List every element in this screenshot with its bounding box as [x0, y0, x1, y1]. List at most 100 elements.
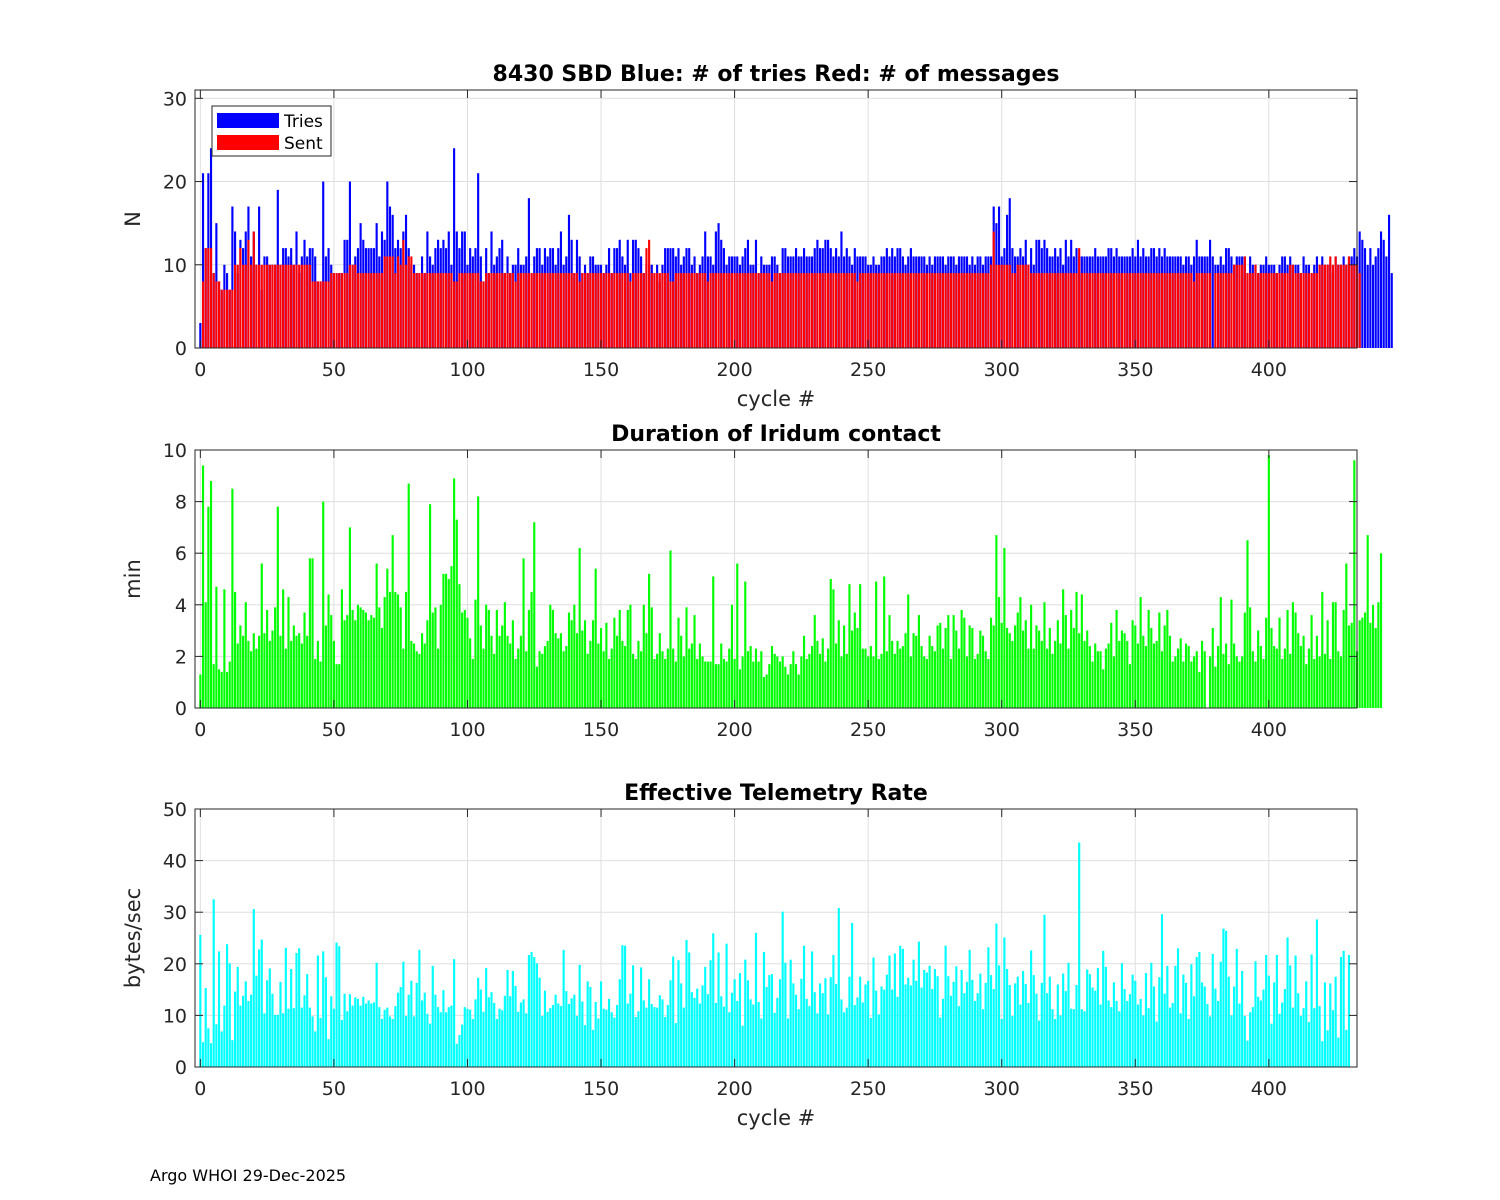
bar-sent	[901, 273, 904, 348]
bar-duration	[717, 664, 720, 708]
bar-rate	[223, 1005, 226, 1067]
bar-rate	[1329, 983, 1332, 1067]
bar-duration	[917, 615, 920, 708]
bar-sent	[672, 281, 675, 348]
bar-duration	[1238, 661, 1241, 708]
bar-rate	[602, 1008, 605, 1067]
bar-sent	[284, 264, 287, 348]
bar-duration	[340, 589, 343, 708]
bar-sent	[725, 273, 728, 348]
bar-sent	[1136, 273, 1140, 348]
bar-rate	[1094, 990, 1097, 1067]
bar-rate	[284, 947, 287, 1067]
bar-rate	[316, 955, 319, 1067]
bar-duration	[1337, 651, 1340, 708]
y-tick-label: 0	[175, 698, 187, 720]
bar-sent	[1273, 273, 1276, 348]
bar-duration	[730, 604, 733, 708]
bar-rate	[530, 951, 533, 1067]
bar-sent	[610, 273, 613, 348]
bar-duration	[541, 653, 544, 708]
bar-rate	[1227, 976, 1230, 1067]
bar-duration	[1091, 661, 1094, 708]
bar-rate	[1152, 986, 1156, 1067]
bar-duration	[693, 615, 696, 708]
bar-rate	[471, 1019, 474, 1067]
bar-rate	[1083, 1011, 1086, 1067]
bar-sent	[380, 273, 384, 348]
bar-sent	[1353, 264, 1356, 348]
bar-sent	[266, 264, 269, 348]
bar-rate	[856, 997, 859, 1067]
bar-duration	[423, 643, 426, 708]
bar-sent	[314, 281, 317, 348]
bar-duration	[1115, 609, 1118, 708]
bar-sent	[1257, 273, 1260, 348]
bar-rate	[1214, 988, 1217, 1067]
bar-duration	[1347, 625, 1351, 708]
bar-sent	[680, 273, 683, 348]
bar-rate	[786, 1018, 790, 1067]
bar-sent	[1035, 273, 1038, 348]
bar-sent	[936, 273, 939, 348]
bar-sent	[909, 273, 912, 348]
bar-duration	[610, 648, 613, 708]
bar-rate	[586, 981, 589, 1067]
bar-duration	[912, 633, 915, 708]
bar-duration	[1331, 602, 1335, 708]
bar-rate	[332, 1008, 335, 1067]
bar-rate	[645, 1007, 648, 1067]
bar-rate	[538, 977, 541, 1067]
bar-duration	[525, 651, 528, 708]
bar-duration	[1016, 612, 1019, 708]
bar-duration	[506, 635, 509, 708]
bar-rate	[607, 998, 611, 1067]
bar-sent	[696, 273, 699, 348]
bar-sent	[340, 273, 343, 348]
bar-sent	[1187, 273, 1190, 348]
bar-duration	[581, 630, 584, 708]
bar-duration	[223, 589, 226, 708]
bar-rate	[632, 965, 635, 1067]
bar-rate	[800, 978, 803, 1067]
bar-sent	[1139, 273, 1142, 348]
bar-rate	[1139, 998, 1142, 1067]
bar-sent	[557, 273, 560, 348]
bar-duration	[1027, 648, 1030, 708]
bar-duration	[1307, 648, 1310, 708]
x-tick-label: 300	[984, 719, 1020, 741]
bar-sent	[300, 264, 303, 348]
bar-rate	[242, 995, 245, 1067]
bar-duration	[605, 622, 608, 708]
bar-duration	[1038, 630, 1041, 708]
bar-duration	[431, 612, 434, 708]
bar-rate	[1067, 962, 1070, 1067]
bar-rate	[263, 1013, 266, 1067]
bar-rate	[690, 992, 693, 1067]
bar-sent	[263, 264, 266, 348]
bar-rate	[819, 983, 822, 1067]
bar-duration	[674, 661, 677, 708]
x-tick-label: 350	[1117, 719, 1153, 741]
bar-rate	[201, 1042, 205, 1067]
bar-rate	[1302, 1008, 1305, 1067]
bar-duration	[701, 656, 704, 708]
bar-sent	[578, 281, 581, 348]
bar-duration	[503, 602, 506, 708]
bar-sent	[637, 273, 640, 348]
bar-duration	[490, 635, 493, 708]
bar-duration	[295, 635, 298, 708]
bar-duration	[904, 633, 907, 708]
x-tick-label: 300	[984, 359, 1020, 381]
bar-rate	[656, 1007, 659, 1067]
bar-duration	[375, 563, 378, 708]
bar-sent	[957, 273, 961, 348]
bar-duration	[522, 558, 525, 708]
bar-duration	[984, 651, 987, 708]
x-tick-label: 250	[850, 1078, 886, 1100]
bar-sent	[1235, 264, 1238, 348]
bar-sent	[1246, 273, 1249, 348]
bar-duration	[1062, 589, 1065, 708]
bar-duration	[239, 625, 242, 708]
bar-rate	[666, 1005, 669, 1067]
